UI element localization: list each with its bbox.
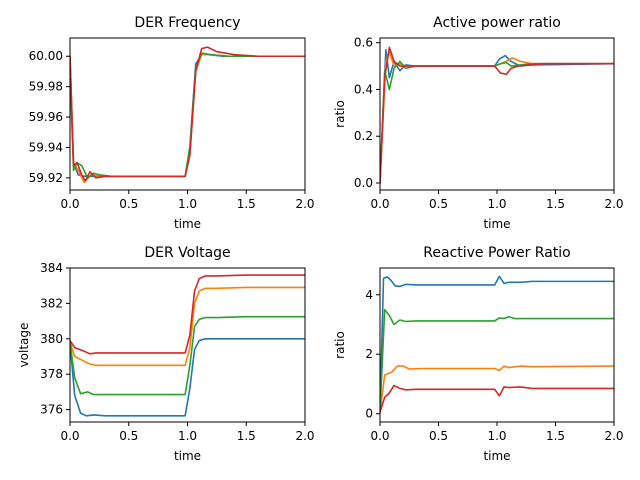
y-tick-label: 0.6 bbox=[354, 36, 373, 50]
chart-title: DER Frequency bbox=[134, 15, 240, 31]
x-tick-label: 2.0 bbox=[604, 197, 623, 211]
y-axis-label: voltage bbox=[17, 323, 31, 368]
y-tick-label: 0 bbox=[365, 407, 373, 421]
y-tick-label: 382 bbox=[40, 296, 63, 310]
x-tick-label: 2.0 bbox=[295, 429, 314, 443]
x-tick-label: 1.0 bbox=[487, 429, 506, 443]
x-axis-label: time bbox=[483, 217, 510, 231]
series-line bbox=[70, 46, 305, 182]
plot-frame bbox=[379, 37, 615, 191]
series-line bbox=[70, 274, 305, 355]
x-tick-label: 1.5 bbox=[546, 429, 565, 443]
y-tick-label: 380 bbox=[40, 332, 63, 346]
chart-panel: 0.0 0.5 1.0 1.5 2.0 0 2 4 Reactive Power Ratio ti… bbox=[333, 245, 624, 463]
y-tick-label: 0.4 bbox=[354, 82, 373, 96]
x-tick-label: 0.0 bbox=[370, 197, 389, 211]
x-tick-label: 2.0 bbox=[295, 197, 314, 211]
y-tick-label: 59.92 bbox=[29, 171, 63, 185]
series-line bbox=[70, 52, 305, 179]
series-line bbox=[380, 308, 614, 413]
y-tick-label: 59.96 bbox=[29, 110, 63, 124]
y-axis-label: ratio bbox=[333, 331, 347, 359]
y-tick-label: 376 bbox=[40, 403, 63, 417]
chart-title: Reactive Power Ratio bbox=[423, 245, 570, 261]
x-axis-label: time bbox=[174, 449, 201, 463]
x-tick-label: 0.5 bbox=[429, 429, 448, 443]
x-tick-label: 1.0 bbox=[178, 429, 197, 443]
y-tick-label: 2 bbox=[365, 347, 373, 361]
series-line bbox=[380, 60, 614, 184]
series-line bbox=[70, 315, 305, 396]
x-axis-label: time bbox=[174, 217, 201, 231]
x-tick-label: 1.5 bbox=[546, 197, 565, 211]
series-line bbox=[70, 337, 305, 417]
x-tick-label: 1.5 bbox=[237, 197, 256, 211]
chart-title: DER Voltage bbox=[144, 245, 230, 261]
x-tick-label: 0.0 bbox=[370, 429, 389, 443]
chart-title: Active power ratio bbox=[433, 15, 561, 31]
series-line bbox=[380, 51, 614, 184]
y-tick-label: 0.2 bbox=[354, 129, 373, 143]
x-tick-label: 0.5 bbox=[429, 197, 448, 211]
chart-panel: 0.0 0.5 1.0 1.5 2.0 0.0 0.2 0.4 0.6 Active power … bbox=[333, 15, 624, 231]
series-line bbox=[380, 365, 614, 413]
y-axis-label: ratio bbox=[333, 100, 347, 128]
y-tick-label: 384 bbox=[40, 261, 63, 275]
x-tick-label: 1.5 bbox=[237, 429, 256, 443]
series-line bbox=[380, 384, 614, 413]
y-tick-label: 4 bbox=[365, 288, 373, 302]
series-line bbox=[380, 275, 614, 413]
x-tick-label: 1.0 bbox=[487, 197, 506, 211]
x-tick-label: 0.5 bbox=[119, 429, 138, 443]
x-tick-label: 0.0 bbox=[60, 429, 79, 443]
y-tick-label: 59.98 bbox=[29, 80, 63, 94]
x-tick-label: 1.0 bbox=[178, 197, 197, 211]
y-tick-label: 378 bbox=[40, 367, 63, 381]
series-line bbox=[70, 286, 305, 367]
x-tick-label: 0.5 bbox=[119, 197, 138, 211]
series-line bbox=[380, 46, 614, 184]
x-axis-label: time bbox=[483, 449, 510, 463]
x-tick-label: 0.0 bbox=[60, 197, 79, 211]
plot-frame bbox=[379, 267, 615, 423]
chart-panel: 0.0 0.5 1.0 1.5 2.0 59.92 59.94 59.96 59.98 60.00… bbox=[29, 15, 315, 231]
y-tick-label: 59.94 bbox=[29, 140, 63, 154]
y-tick-label: 0.0 bbox=[354, 176, 373, 190]
y-tick-label: 60.00 bbox=[29, 49, 63, 63]
chart-panel: 0.0 0.5 1.0 1.5 2.0 376 378 380 382 384 DER Voltag… bbox=[17, 245, 315, 463]
x-tick-label: 2.0 bbox=[604, 429, 623, 443]
